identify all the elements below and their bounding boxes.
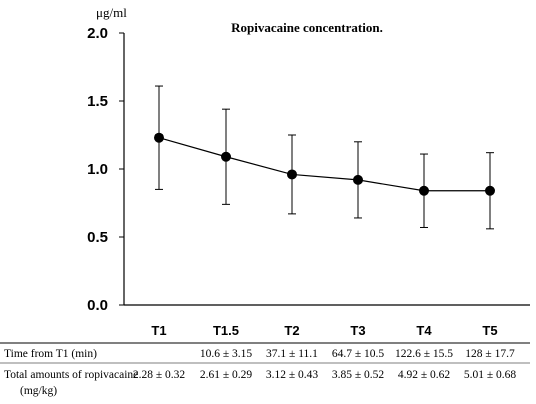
table-cell: 10.6 ± 3.15: [200, 348, 253, 360]
x-category-labels: T1 T1.5 T2 T3 T4 T5: [151, 323, 497, 338]
data-point: [221, 151, 231, 162]
table-cells: 10.6 ± 3.15 37.1 ± 11.1 64.7 ± 10.5 122.6 ±…: [133, 348, 517, 381]
table-cell: 122.6 ± 15.5: [395, 348, 453, 360]
table-cell: 64.7 ± 10.5: [332, 348, 385, 360]
table-row-label-total: Total amounts of ropivacaine: [4, 369, 138, 381]
y-tick-label: 2.0: [87, 25, 108, 42]
table-cell: 37.1 ± 11.1: [266, 348, 318, 360]
table-cell: 2.28 ± 0.32: [133, 369, 186, 381]
y-tick-label: 0.5: [87, 229, 108, 246]
chart-title: Ropivacaine concentration.: [231, 20, 383, 35]
x-category-label: T4: [416, 323, 432, 338]
data-points: [154, 132, 495, 196]
x-category-label: T1.5: [213, 323, 239, 338]
x-category-label: T2: [284, 323, 299, 338]
data-point: [419, 185, 429, 196]
table-cell: 128 ± 17.7: [465, 348, 515, 360]
data-table: Time from T1 (min) Total amounts of ropi…: [0, 342, 530, 397]
series-line: [158, 137, 490, 192]
table-cell: 3.85 ± 0.52: [332, 369, 385, 381]
table-row-label-time: Time from T1 (min): [4, 348, 97, 360]
table-cell: 5.01 ± 0.68: [464, 369, 517, 381]
y-unit-label: μg/ml: [96, 5, 127, 20]
table-cell: 2.61 ± 0.29: [200, 369, 253, 381]
table-cell: 3.12 ± 0.43: [266, 369, 319, 381]
y-ticks: 0.0 0.5 1.0 1.5 2.0: [87, 25, 124, 314]
y-tick-label: 0.0: [87, 297, 108, 314]
data-point: [287, 169, 297, 180]
table-cell: 4.92 ± 0.62: [398, 369, 451, 381]
axes: [123, 33, 530, 306]
data-point: [154, 132, 164, 143]
table-row-sublabel-total: (mg/kg): [20, 385, 57, 397]
x-category-label: T3: [350, 323, 365, 338]
x-category-label: T5: [482, 323, 497, 338]
y-tick-label: 1.5: [87, 93, 108, 110]
x-category-label: T1: [151, 323, 166, 338]
data-point: [485, 185, 495, 196]
data-point: [353, 174, 363, 185]
y-tick-label: 1.0: [87, 161, 108, 178]
error-bars: [155, 85, 494, 230]
